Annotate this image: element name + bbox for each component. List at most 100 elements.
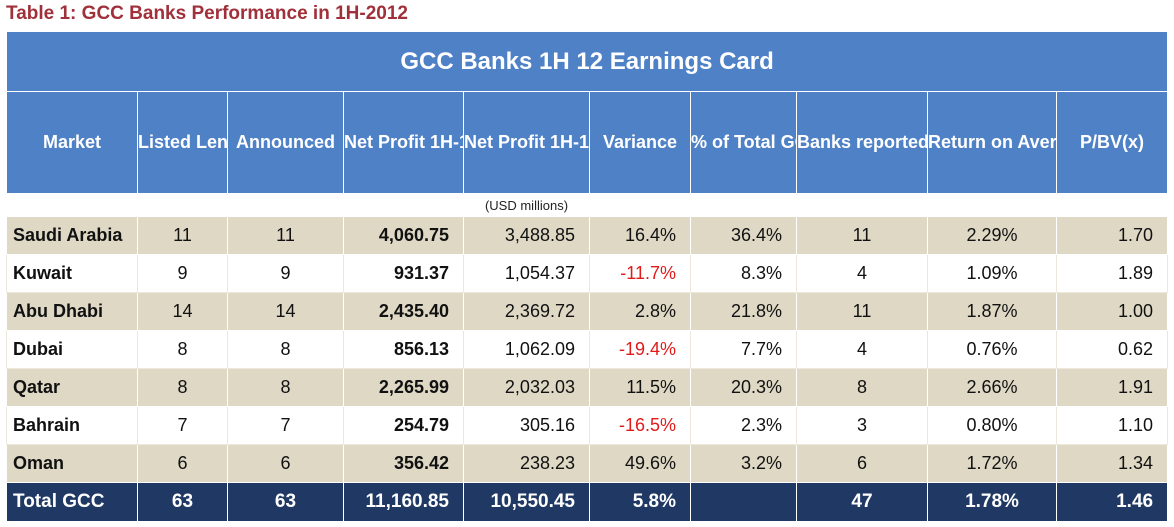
cell-roaa: 0.76% — [927, 330, 1057, 369]
cell-variance: 11.5% — [589, 368, 691, 407]
cell-growth: 3 — [796, 406, 928, 445]
cell-net-profit-1h12: 254.79 — [343, 406, 464, 445]
cell-roaa: 2.29% — [927, 216, 1057, 255]
cell-share: 3.2% — [690, 444, 797, 483]
cell-roaa: 1.09% — [927, 254, 1057, 293]
cell-growth: 4 — [796, 330, 928, 369]
total-row: Total GCC 63 63 11,160.85 10,550.45 5.8%… — [6, 482, 1169, 522]
cell-share: 20.3% — [690, 368, 797, 407]
cell-listed: 7 — [137, 406, 228, 445]
column-header: Listed Lenders — [137, 91, 228, 194]
cell-growth: 6 — [796, 444, 928, 483]
total-growth: 47 — [796, 482, 928, 522]
cell-variance: 2.8% — [589, 292, 691, 331]
cell-roaa: 1.72% — [927, 444, 1057, 483]
cell-net-profit-1h12: 4,060.75 — [343, 216, 464, 255]
table-row: Saudi Arabia 11 11 4,060.75 3,488.85 16.4% 36.… — [6, 216, 1169, 255]
cell-growth: 8 — [796, 368, 928, 407]
total-announced: 63 — [227, 482, 344, 522]
table-row: Bahrain 7 7 254.79 305.16 -16.5% 2.3% 3 0.80% 1.1… — [6, 406, 1169, 445]
cell-growth: 11 — [796, 292, 928, 331]
cell-net-profit-1h11: 305.16 — [463, 406, 590, 445]
cell-market: Bahrain — [6, 406, 138, 445]
cell-pbv: 1.91 — [1055, 368, 1169, 407]
column-header: Market — [6, 91, 138, 194]
column-header: Banks reported growth Y-o-Y — [796, 91, 928, 194]
cell-variance: -11.7% — [589, 254, 691, 293]
table-row: Oman 6 6 356.42 238.23 49.6% 3.2% 6 1.72% 1.34 — [6, 444, 1169, 483]
total-listed: 63 — [137, 482, 228, 522]
cell-roaa: 2.66% — [927, 368, 1057, 407]
total-variance: 5.8% — [589, 482, 691, 522]
cell-growth: 4 — [796, 254, 928, 293]
cell-net-profit-1h11: 1,062.09 — [463, 330, 590, 369]
total-share — [690, 482, 797, 522]
cell-roaa: 1.87% — [927, 292, 1057, 331]
cell-pbv: 1.10 — [1055, 406, 1169, 445]
cell-market: Dubai — [6, 330, 138, 369]
table-row: Dubai 8 8 856.13 1,062.09 -19.4% 7.7% 4 0.76% 0.6… — [6, 330, 1169, 369]
header-row: Market Listed Lenders Announced Net Prof… — [6, 91, 1169, 194]
cell-listed: 14 — [137, 292, 228, 331]
cell-listed: 8 — [137, 368, 228, 407]
cell-variance: -16.5% — [589, 406, 691, 445]
unit-note: (USD millions) — [463, 193, 590, 217]
cell-net-profit-1h12: 931.37 — [343, 254, 464, 293]
total-roaa: 1.78% — [927, 482, 1057, 522]
cell-variance: 16.4% — [589, 216, 691, 255]
cell-share: 7.7% — [690, 330, 797, 369]
total-pbv: 1.46 — [1055, 482, 1169, 522]
table-row: Kuwait 9 9 931.37 1,054.37 -11.7% 8.3% 4 1.09% 1.… — [6, 254, 1169, 293]
cell-net-profit-1h11: 238.23 — [463, 444, 590, 483]
total-market: Total GCC — [6, 482, 138, 522]
column-header: P/BV(x) — [1055, 91, 1169, 194]
column-header: Return on Average Assets — [927, 91, 1057, 194]
cell-net-profit-1h11: 2,032.03 — [463, 368, 590, 407]
cell-share: 21.8% — [690, 292, 797, 331]
cell-variance: -19.4% — [589, 330, 691, 369]
cell-market: Abu Dhabi — [6, 292, 138, 331]
column-header: Announced — [227, 91, 344, 194]
column-header: Net Profit 1H-12 — [343, 91, 464, 194]
table-caption: Table 1: GCC Banks Performance in 1H-201… — [6, 3, 408, 24]
cell-variance: 49.6% — [589, 444, 691, 483]
cell-listed: 8 — [137, 330, 228, 369]
cell-roaa: 0.80% — [927, 406, 1057, 445]
cell-market: Kuwait — [6, 254, 138, 293]
column-header: % of Total GCC Profit — [690, 91, 797, 194]
cell-market: Qatar — [6, 368, 138, 407]
cell-net-profit-1h12: 2,265.99 — [343, 368, 464, 407]
cell-announced: 9 — [227, 254, 344, 293]
cell-share: 2.3% — [690, 406, 797, 445]
table-row: Abu Dhabi 14 14 2,435.40 2,369.72 2.8% 21.8% 11… — [6, 292, 1169, 331]
cell-market: Oman — [6, 444, 138, 483]
cell-net-profit-1h11: 2,369.72 — [463, 292, 590, 331]
cell-announced: 7 — [227, 406, 344, 445]
cell-share: 36.4% — [690, 216, 797, 255]
cell-announced: 11 — [227, 216, 344, 255]
cell-announced: 8 — [227, 368, 344, 407]
cell-net-profit-1h12: 356.42 — [343, 444, 464, 483]
cell-announced: 8 — [227, 330, 344, 369]
cell-net-profit-1h11: 3,488.85 — [463, 216, 590, 255]
table-title: GCC Banks 1H 12 Earnings Card — [5, 31, 1169, 92]
cell-pbv: 1.34 — [1055, 444, 1169, 483]
cell-pbv: 1.70 — [1055, 216, 1169, 255]
column-header: Variance — [589, 91, 691, 194]
cell-pbv: 1.89 — [1055, 254, 1169, 293]
cell-listed: 6 — [137, 444, 228, 483]
cell-pbv: 0.62 — [1055, 330, 1169, 369]
cell-market: Saudi Arabia — [6, 216, 138, 255]
cell-announced: 6 — [227, 444, 344, 483]
total-net-profit-1h12: 11,160.85 — [343, 482, 464, 522]
cell-listed: 11 — [137, 216, 228, 255]
cell-listed: 9 — [137, 254, 228, 293]
total-net-profit-1h11: 10,550.45 — [463, 482, 590, 522]
column-header: Net Profit 1H-11 — [463, 91, 590, 194]
cell-pbv: 1.00 — [1055, 292, 1169, 331]
cell-net-profit-1h12: 2,435.40 — [343, 292, 464, 331]
cell-net-profit-1h11: 1,054.37 — [463, 254, 590, 293]
cell-growth: 11 — [796, 216, 928, 255]
cell-share: 8.3% — [690, 254, 797, 293]
cell-announced: 14 — [227, 292, 344, 331]
